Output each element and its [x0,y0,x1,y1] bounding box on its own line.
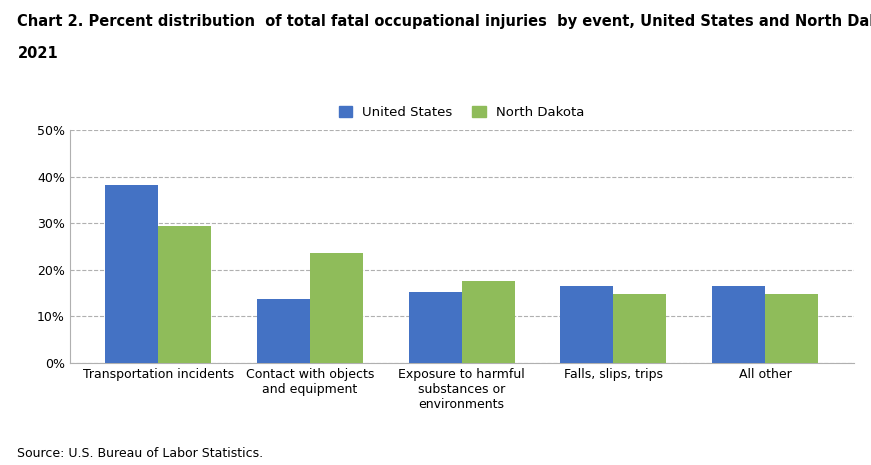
Bar [765,294,818,363]
Text: Chart 2. Percent distribution  of total fatal occupational injuries  by event, U: Chart 2. Percent distribution of total f… [17,14,871,29]
Bar [408,292,462,363]
Bar [310,253,363,363]
Bar [257,299,310,363]
Bar [613,294,666,363]
Bar [462,281,515,363]
Legend: United States, North Dakota: United States, North Dakota [339,106,584,119]
Bar [560,286,613,363]
Text: Source: U.S. Bureau of Labor Statistics.: Source: U.S. Bureau of Labor Statistics. [17,447,264,460]
Text: 2021: 2021 [17,46,58,61]
Bar [159,226,212,363]
Bar [712,286,765,363]
Bar [105,185,159,363]
